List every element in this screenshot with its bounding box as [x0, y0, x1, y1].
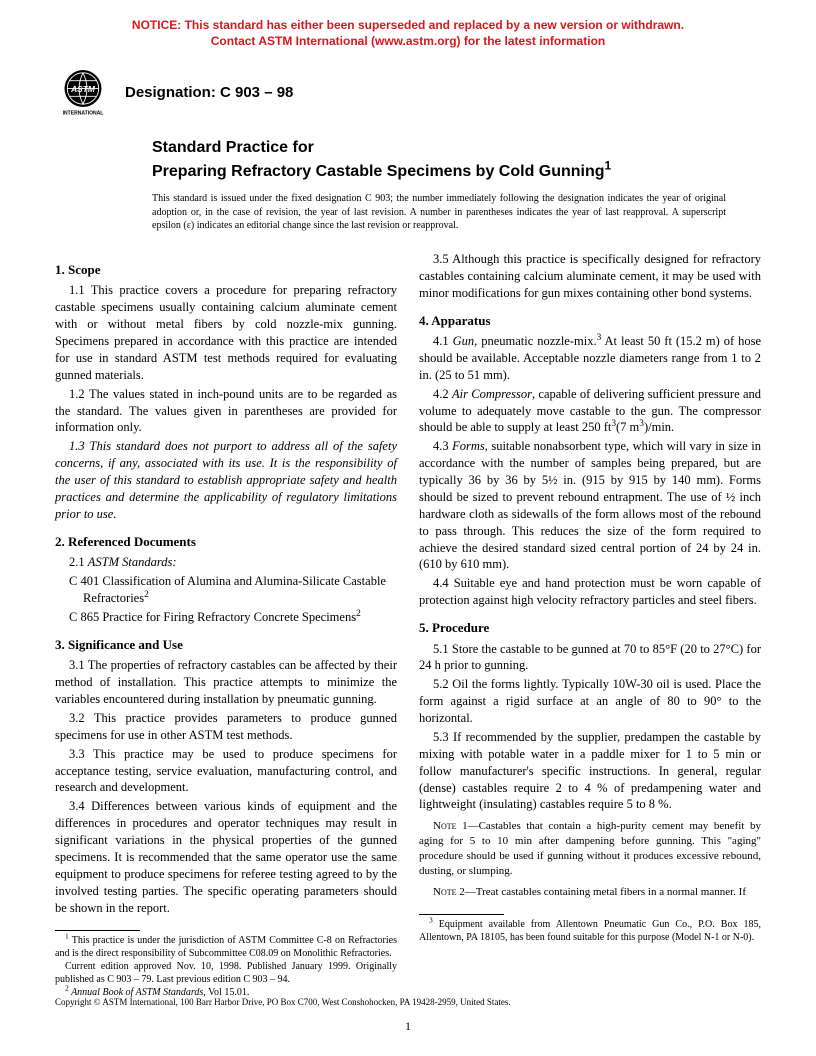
note1-text: —Castables that contain a high-purity ce… — [419, 820, 761, 877]
notice-line2: Contact ASTM International (www.astm.org… — [211, 34, 605, 48]
sec4-3: 4.3 Forms, suitable nonabsorbent type, w… — [419, 438, 761, 573]
s4c2d: )/min. — [644, 420, 674, 434]
sec2-r1: C 401 Classification of Alumina and Alum… — [55, 573, 397, 607]
astm-logo-icon: ASTM INTERNATIONAL — [55, 65, 111, 121]
s4c2c: (7 m — [616, 420, 639, 434]
s4c2a: 4.2 — [433, 387, 452, 401]
notice-banner: NOTICE: This standard has either been su… — [0, 0, 816, 57]
sec4-1: 4.1 Gun, pneumatic nozzle-mix.3 At least… — [419, 333, 761, 384]
title-line2-text: Preparing Refractory Castable Specimens … — [152, 163, 605, 180]
note2-label: Note 2 — [433, 886, 465, 898]
sec2-r1-text: C 401 Classification of Alumina and Alum… — [69, 574, 386, 605]
note2-text: —Treat castables containing metal fibers… — [465, 886, 746, 898]
sec4-4: 4.4 Suitable eye and hand protection mus… — [419, 575, 761, 609]
sec2-r2: C 865 Practice for Firing Refractory Con… — [55, 609, 397, 626]
sec4-2: 4.2 Air Compressor, capable of deliverin… — [419, 386, 761, 437]
sec2-r2-text: C 865 Practice for Firing Refractory Con… — [69, 610, 356, 624]
note1-label: Note 1 — [433, 820, 468, 832]
title-sup: 1 — [605, 158, 612, 172]
sec5-head: 5. Procedure — [419, 619, 761, 637]
issue-note: This standard is issued under the fixed … — [152, 192, 756, 233]
sec3-1: 3.1 The properties of refractory castabl… — [55, 657, 397, 708]
sec1-head: 1. Scope — [55, 261, 397, 279]
page-number: 1 — [0, 1018, 816, 1034]
svg-text:INTERNATIONAL: INTERNATIONAL — [63, 110, 104, 116]
sec2-r1-sup: 2 — [144, 590, 149, 600]
sec5-2: 5.2 Oil the forms lightly. Typically 10W… — [419, 676, 761, 727]
s4c1a: 4.1 — [433, 334, 453, 348]
fn1a-text: This practice is under the jurisdiction … — [55, 935, 397, 959]
header: ASTM INTERNATIONAL Designation: C 903 – … — [0, 57, 816, 127]
note-1: Note 1—Castables that contain a high-pur… — [419, 819, 761, 878]
sec1-2: 1.2 The values stated in inch-pound unit… — [55, 386, 397, 437]
s4c1i: Gun — [453, 334, 475, 348]
sec2-1-ital: ASTM Standards: — [88, 555, 177, 569]
footnote-1b: Current edition approved Nov. 10, 1998. … — [55, 960, 397, 986]
title-line2: Preparing Refractory Castable Specimens … — [152, 161, 756, 183]
sec3-3: 3.3 This practice may be used to produce… — [55, 746, 397, 797]
sec3-5: 3.5 Although this practice is specifical… — [419, 251, 761, 302]
sec1-1: 1.1 This practice covers a procedure for… — [55, 282, 397, 383]
title-block: Standard Practice for Preparing Refracto… — [0, 127, 816, 233]
sec3-2: 3.2 This practice provides parameters to… — [55, 710, 397, 744]
body-columns: 1. Scope 1.1 This practice covers a proc… — [0, 233, 816, 1000]
title-line1: Standard Practice for — [152, 137, 756, 159]
s4c3a: 4.3 — [433, 439, 452, 453]
sec5-1: 5.1 Store the castable to be gunned at 7… — [419, 641, 761, 675]
s4c3i: Forms — [452, 439, 485, 453]
sec2-1-label: 2.1 — [69, 555, 88, 569]
sec4-head: 4. Apparatus — [419, 312, 761, 330]
s4c3b: , suitable nonabsorbent type, which will… — [419, 439, 761, 571]
designation: Designation: C 903 – 98 — [125, 83, 293, 103]
sec3-4: 3.4 Differences between various kinds of… — [55, 798, 397, 916]
sec2-1: 2.1 ASTM Standards: — [55, 554, 397, 571]
copyright-line: Copyright © ASTM International, 100 Barr… — [55, 996, 761, 1008]
sec2-r2-sup: 2 — [356, 609, 361, 619]
note-2: Note 2—Treat castables containing metal … — [419, 885, 761, 900]
sec2-head: 2. Referenced Documents — [55, 533, 397, 551]
footnote-3: 3 Equipment available from Allentown Pne… — [419, 918, 761, 944]
s4c2i: Air Compressor — [452, 387, 532, 401]
notice-line1: NOTICE: This standard has either been su… — [132, 18, 684, 32]
s4c1b: , pneumatic nozzle-mix. — [474, 334, 596, 348]
sec5-3: 5.3 If recommended by the supplier, pred… — [419, 729, 761, 813]
sec1-3: 1.3 This standard does not purport to ad… — [55, 438, 397, 522]
svg-text:ASTM: ASTM — [70, 84, 96, 94]
fn3-text: Equipment available from Allentown Pneum… — [419, 919, 761, 943]
sec3-head: 3. Significance and Use — [55, 636, 397, 654]
footnote-1a: 1 This practice is under the jurisdictio… — [55, 934, 397, 960]
